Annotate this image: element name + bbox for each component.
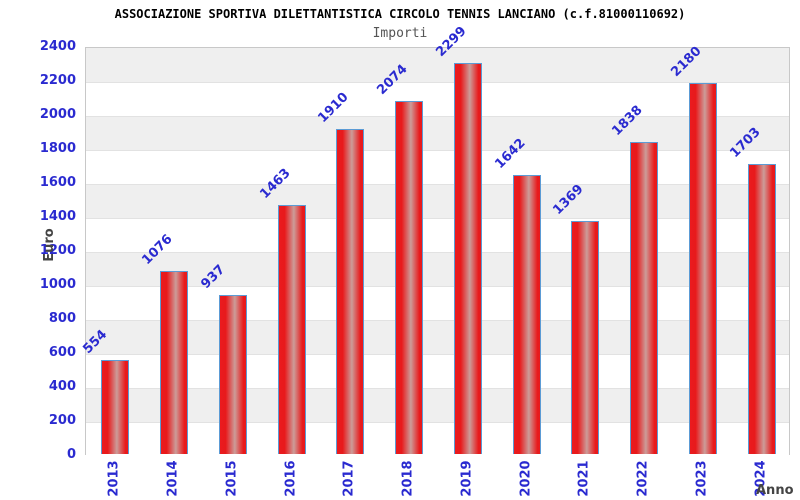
y-tick-label: 1200	[39, 243, 76, 258]
y-tick-label: 1600	[39, 175, 76, 190]
bar-2014	[160, 271, 188, 454]
x-tick-label: 2017	[341, 460, 357, 497]
bar-2013	[101, 360, 129, 454]
chart-title: ASSOCIAZIONE SPORTIVA DILETTANTISTICA CI…	[114, 7, 686, 21]
plot-band	[86, 422, 789, 456]
y-tick-label: 600	[48, 345, 76, 360]
x-axis-title: Anno	[756, 483, 794, 498]
gridline	[86, 116, 789, 117]
y-tick-label: 1000	[39, 277, 76, 292]
plot-band	[86, 82, 789, 116]
gridline	[86, 184, 789, 185]
bar-2018	[395, 101, 423, 454]
plot-band	[86, 286, 789, 320]
bar-2016	[278, 205, 306, 454]
x-tick-label: 2021	[576, 460, 592, 497]
y-tick-label: 200	[48, 413, 76, 428]
plot-band	[86, 252, 789, 286]
y-tick-label: 2400	[39, 39, 76, 54]
plot-band	[86, 48, 789, 82]
chart-subtitle: Importi	[372, 26, 428, 41]
plot-band	[86, 184, 789, 218]
x-tick-label: 2018	[400, 460, 416, 497]
x-tick-label: 2013	[106, 460, 122, 497]
x-tick-label: 2014	[165, 460, 181, 497]
bar-2019	[454, 63, 482, 454]
bar-2020	[513, 175, 541, 454]
bar-2021	[571, 221, 599, 454]
plot-band	[86, 354, 789, 388]
y-axis-title: Euro	[42, 228, 57, 262]
bar-2023	[689, 83, 717, 454]
y-tick-label: 800	[48, 311, 76, 326]
y-tick-label: 400	[48, 379, 76, 394]
x-tick-label: 2016	[283, 460, 299, 497]
gridline	[86, 150, 789, 151]
gridline	[86, 388, 789, 389]
y-tick-label: 2200	[39, 73, 76, 88]
plot-band	[86, 116, 789, 150]
x-tick-label: 2015	[224, 460, 240, 497]
x-tick-label: 2020	[518, 460, 534, 497]
bar-2015	[219, 295, 247, 454]
gridline	[86, 286, 789, 287]
plot-area: 554 1076 937 1463 1910 2074 2299 1642 1369 1838 21…	[80, 24, 790, 456]
plot-band	[86, 218, 789, 252]
gridline	[86, 320, 789, 321]
bar-2017	[336, 129, 364, 454]
y-tick-label: 1400	[39, 209, 76, 224]
gridline	[86, 354, 789, 355]
plot-band	[86, 150, 789, 184]
y-tick-label: 1800	[39, 141, 76, 156]
plot-band	[86, 320, 789, 354]
gridline	[86, 218, 789, 219]
y-tick-label: 0	[66, 447, 76, 462]
x-tick-label: 2023	[694, 460, 710, 497]
y-tick-label: 2000	[39, 107, 76, 122]
bar-2022	[630, 142, 658, 454]
gridline	[86, 422, 789, 423]
plot-band	[86, 388, 789, 422]
gridline	[86, 82, 789, 83]
gridline	[86, 252, 789, 253]
x-tick-label: 2019	[459, 460, 475, 497]
bar-2024	[748, 164, 776, 454]
x-tick-label: 2022	[635, 460, 651, 497]
